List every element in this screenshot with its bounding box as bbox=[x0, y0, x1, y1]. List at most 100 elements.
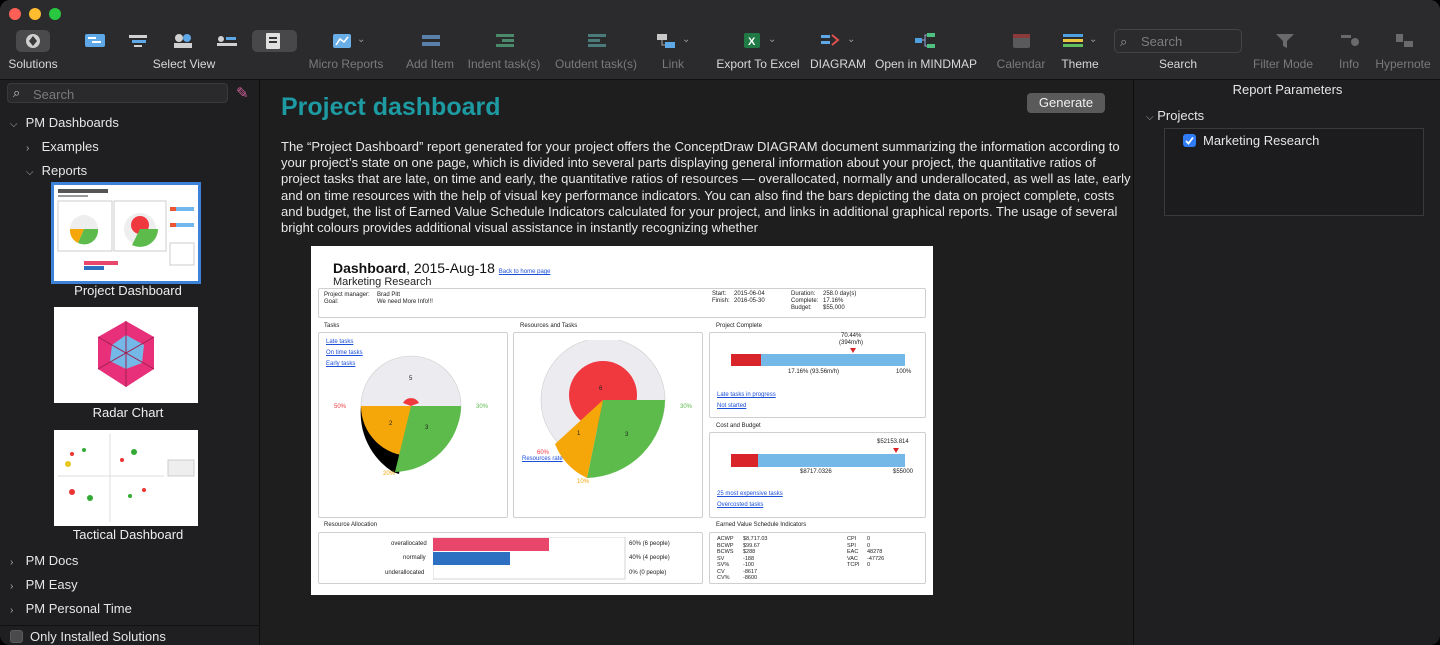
tree-item-reports[interactable]: ⌵ Reports bbox=[26, 163, 87, 178]
ev-value: -188 bbox=[743, 555, 755, 562]
solutions-icon bbox=[26, 34, 40, 48]
outdent-icon[interactable] bbox=[586, 31, 608, 49]
tree-label: PM Personal Time bbox=[25, 601, 132, 616]
thumb-tactical-dashboard[interactable] bbox=[54, 430, 198, 526]
tasks-title: Tasks bbox=[324, 323, 340, 329]
finish-label: Finish: bbox=[712, 298, 730, 304]
back-home-link[interactable]: Back to home page bbox=[498, 269, 551, 275]
late-in-progress-link[interactable]: Late tasks in progress bbox=[717, 392, 776, 398]
ev-value: -8617 bbox=[743, 568, 758, 575]
cost-budget-bar bbox=[731, 448, 905, 467]
toolbar-search-input[interactable]: ⌕ Search bbox=[1114, 29, 1242, 53]
only-installed-checkbox[interactable] bbox=[10, 630, 23, 643]
ev-key: BCWP bbox=[717, 542, 734, 549]
ev-key: VAC bbox=[847, 555, 858, 562]
excel-icon[interactable]: X bbox=[742, 31, 764, 49]
project-complete-bar bbox=[731, 348, 905, 366]
expensive-tasks-link[interactable]: 25 most expensive tasks bbox=[717, 491, 783, 497]
thumb-radar-chart[interactable] bbox=[54, 307, 198, 403]
ev-value: -8600 bbox=[743, 575, 758, 581]
hypernote-label: Hypernote bbox=[1375, 57, 1431, 71]
tree-item-pm-docs[interactable]: › PM Docs bbox=[10, 553, 78, 568]
micro-reports-chevron-icon[interactable]: ⌄ bbox=[357, 34, 366, 45]
micro-reports-icon[interactable] bbox=[332, 31, 354, 49]
people-view-icon[interactable] bbox=[216, 31, 238, 49]
minimize-window-button[interactable] bbox=[29, 8, 41, 20]
tasks-pct-ontime: 20% bbox=[383, 471, 396, 477]
start-label: Start: bbox=[712, 291, 727, 297]
tree-item-pm-dashboards[interactable]: ⌵ PM Dashboards bbox=[10, 115, 119, 130]
thumb-project-dashboard[interactable] bbox=[51, 182, 201, 284]
ra-bar-over bbox=[433, 538, 549, 551]
start-value: 2015-06-04 bbox=[734, 291, 765, 297]
main-content: Project dashboard Generate The “Project … bbox=[261, 80, 1132, 645]
calendar-icon[interactable] bbox=[1011, 31, 1033, 49]
close-window-button[interactable] bbox=[9, 8, 21, 20]
resource-allocation-bars bbox=[433, 537, 626, 580]
ra-value-normal: 40% (4 people) bbox=[629, 555, 670, 561]
cb-bar-cost bbox=[731, 454, 758, 467]
checkmark-icon bbox=[1185, 136, 1194, 145]
chevron-right-icon: › bbox=[10, 581, 14, 592]
resources-title: Resources and Tasks bbox=[520, 323, 578, 329]
ev-value: 48278 bbox=[867, 549, 883, 555]
tree-label: PM Easy bbox=[25, 577, 78, 592]
resources-rate-link[interactable]: Resources rate bbox=[522, 456, 563, 462]
project-complete-title: Project Complete bbox=[716, 323, 763, 329]
report-view-button[interactable] bbox=[252, 30, 297, 52]
indent-icon[interactable] bbox=[494, 31, 516, 49]
diagram-chevron-icon[interactable]: ⌄ bbox=[847, 34, 856, 45]
tasks-val-early: 3 bbox=[425, 425, 429, 431]
link-icon[interactable] bbox=[656, 31, 678, 49]
preview-heading-bold: Dashboard bbox=[333, 260, 407, 276]
tree-item-pm-personal-time[interactable]: › PM Personal Time bbox=[10, 601, 132, 616]
search-icon: ⌕ bbox=[1120, 34, 1128, 49]
report-description: The “Project Dashboard” report generated… bbox=[281, 139, 1131, 236]
ontime-tasks-link[interactable]: On time tasks bbox=[326, 350, 363, 356]
theme-icon[interactable] bbox=[1062, 31, 1084, 49]
late-tasks-link[interactable]: Late tasks bbox=[326, 339, 354, 345]
link-chevron-icon[interactable]: ⌄ bbox=[682, 34, 691, 45]
pen-icon[interactable]: ✎ bbox=[236, 85, 249, 102]
export-chevron-icon[interactable]: ⌄ bbox=[768, 34, 777, 45]
diagram-icon[interactable] bbox=[820, 31, 842, 49]
earned-value-title: Earned Value Schedule Indicators bbox=[716, 522, 807, 528]
tasks-pie-early-outer bbox=[395, 406, 461, 472]
search-icon: ⌕ bbox=[13, 85, 21, 100]
mindmap-icon[interactable] bbox=[914, 31, 936, 49]
early-tasks-link[interactable]: Early tasks bbox=[326, 361, 356, 367]
add-item-icon[interactable] bbox=[420, 31, 442, 49]
project-dashboard-preview-icon bbox=[54, 185, 198, 281]
theme-chevron-icon[interactable]: ⌄ bbox=[1089, 34, 1098, 45]
tasks-view-icon[interactable] bbox=[128, 31, 150, 49]
report-view-icon bbox=[266, 33, 280, 49]
projects-group[interactable]: ⌵ Projects bbox=[1146, 108, 1204, 123]
ev-value: $99.67 bbox=[743, 542, 760, 549]
chevron-down-icon: ⌵ bbox=[26, 167, 34, 178]
preview-heading: Dashboard, 2015-Aug-18 Back to home page bbox=[333, 260, 550, 276]
info-icon[interactable] bbox=[1340, 31, 1362, 49]
overcosted-tasks-link[interactable]: Overcosted tasks bbox=[717, 502, 764, 508]
cb-right-value: $55000 bbox=[893, 469, 914, 475]
hypernote-icon[interactable] bbox=[1394, 31, 1416, 49]
search-label: Search bbox=[1158, 57, 1198, 71]
tree-item-pm-easy[interactable]: › PM Easy bbox=[10, 577, 78, 592]
generate-button[interactable]: Generate bbox=[1027, 93, 1105, 113]
filter-icon[interactable] bbox=[1274, 31, 1296, 49]
solutions-button[interactable] bbox=[16, 30, 50, 52]
project-complete-panel bbox=[709, 332, 926, 418]
sidebar-search-input[interactable]: ⌕ Search bbox=[7, 83, 228, 103]
not-started-link[interactable]: Not started bbox=[717, 403, 747, 409]
gantt-view-icon[interactable] bbox=[84, 31, 106, 49]
resources-view-icon[interactable] bbox=[172, 31, 194, 49]
tree-item-examples[interactable]: › Examples bbox=[26, 139, 99, 154]
zoom-window-button[interactable] bbox=[49, 8, 61, 20]
ev-value: 0 bbox=[867, 536, 871, 542]
project-checkbox[interactable] bbox=[1183, 134, 1196, 147]
tactical-dashboard-preview-icon bbox=[54, 430, 198, 526]
chevron-right-icon: › bbox=[26, 143, 30, 154]
toolbar-search-placeholder: Search bbox=[1141, 34, 1183, 49]
earned-value-panel bbox=[709, 532, 926, 584]
sidebar-footer: Only Installed Solutions bbox=[0, 625, 260, 645]
preview-heading-date: , 2015-Aug-18 bbox=[406, 260, 495, 276]
